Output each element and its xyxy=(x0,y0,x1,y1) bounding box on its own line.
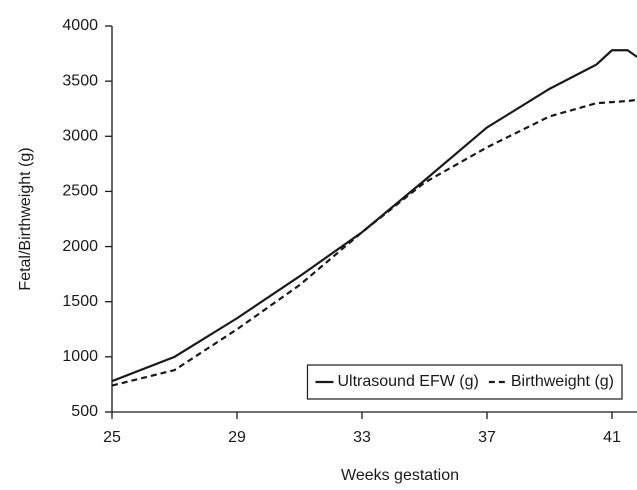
y-tick-label: 1500 xyxy=(62,293,98,310)
x-tick-label: 33 xyxy=(353,429,371,446)
y-tick-label: 2500 xyxy=(62,183,98,200)
legend-label: Birthweight (g) xyxy=(511,373,614,390)
line-series xyxy=(111,49,637,383)
x-tick-label: 37 xyxy=(478,429,496,446)
line-series xyxy=(111,98,637,387)
legend: Ultrasound EFW (g) Birthweight (g) xyxy=(306,364,623,400)
x-tick-label: 29 xyxy=(228,429,246,446)
legend-label: Ultrasound EFW (g) xyxy=(337,373,478,390)
y-axis-label: Fetal/Birthweight (g) xyxy=(17,147,34,290)
legend-box xyxy=(306,364,623,400)
y-tick-label: 2000 xyxy=(62,238,98,255)
y-tick-label: 3000 xyxy=(62,128,98,145)
y-tick-label: 500 xyxy=(71,403,98,420)
y-tick-label: 3500 xyxy=(62,72,98,89)
x-axis-label: Weeks gestation xyxy=(341,467,459,484)
x-tick-label: 41 xyxy=(603,429,621,446)
x-tick-label: 25 xyxy=(103,429,121,446)
y-tick-label: 1000 xyxy=(62,348,98,365)
y-tick-label: 4000 xyxy=(62,17,98,34)
